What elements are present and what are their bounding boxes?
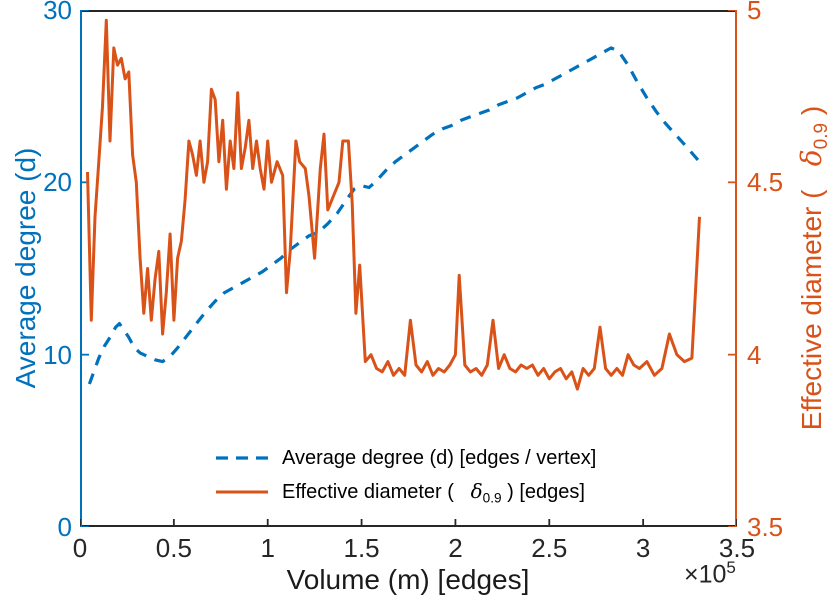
x-axis-title: Volume (m) [edges] xyxy=(286,564,530,595)
right-axis-title-post: ) xyxy=(795,105,827,123)
right-tick-label: 5 xyxy=(747,0,762,25)
right-tick-label: 4 xyxy=(747,339,762,370)
delta-symbol: δ xyxy=(794,149,828,167)
legend: Average degree (d) [edges / vertex] Effe… xyxy=(216,441,596,509)
legend-label-average-degree: Average degree (d) [edges / vertex] xyxy=(282,446,597,469)
x-tick-label: 0.5 xyxy=(155,533,192,563)
right-tick-label: 3.5 xyxy=(747,512,784,542)
x-tick-label: 1.5 xyxy=(343,533,380,563)
x-tick-label: 2.5 xyxy=(531,533,568,563)
plot-svg xyxy=(80,10,737,527)
x-tick-label: 1 xyxy=(260,533,275,563)
left-tick-label: 0 xyxy=(57,512,72,542)
exponent-power: 5 xyxy=(726,558,736,577)
legend-label-post: ) [edges] xyxy=(501,480,585,503)
left-tick-label: 20 xyxy=(43,167,72,198)
legend-entry-effective-diameter: Effective diameter ( δ0.9 ) [edges] xyxy=(216,475,596,509)
plot-area xyxy=(80,10,737,527)
x-tick-label: 3 xyxy=(635,533,651,563)
legend-label-effective-diameter: Effective diameter ( δ0.9 ) [edges] xyxy=(282,479,585,505)
legend-line-effective-diameter xyxy=(216,490,268,494)
delta-subscript: 0.9 xyxy=(811,122,833,150)
right-axis-title-pre: Effective diameter ( xyxy=(795,166,827,431)
left-tick-label: 10 xyxy=(43,339,72,370)
x-tick-label: 0 xyxy=(72,533,88,563)
series-line-1 xyxy=(86,18,701,391)
x-axis-exponent: ×105 xyxy=(684,558,736,589)
right-axis-title: Effective diameter ( δ0.9 ) xyxy=(795,106,833,430)
legend-entry-average-degree: Average degree (d) [edges / vertex] xyxy=(216,441,596,475)
left-tick-label: 30 xyxy=(43,0,72,25)
legend-delta-symbol: δ xyxy=(470,478,483,503)
x-tick-label: 3.5 xyxy=(718,533,756,563)
legend-delta-subscript: 0.9 xyxy=(482,490,502,506)
exponent-base: ×10 xyxy=(684,560,727,589)
x-tick-label: 2 xyxy=(448,533,463,563)
right-tick-label: 4.5 xyxy=(747,167,784,198)
series-line-0 xyxy=(87,46,701,385)
legend-label-pre: Effective diameter ( xyxy=(282,480,471,503)
legend-line-average-degree xyxy=(216,456,268,460)
